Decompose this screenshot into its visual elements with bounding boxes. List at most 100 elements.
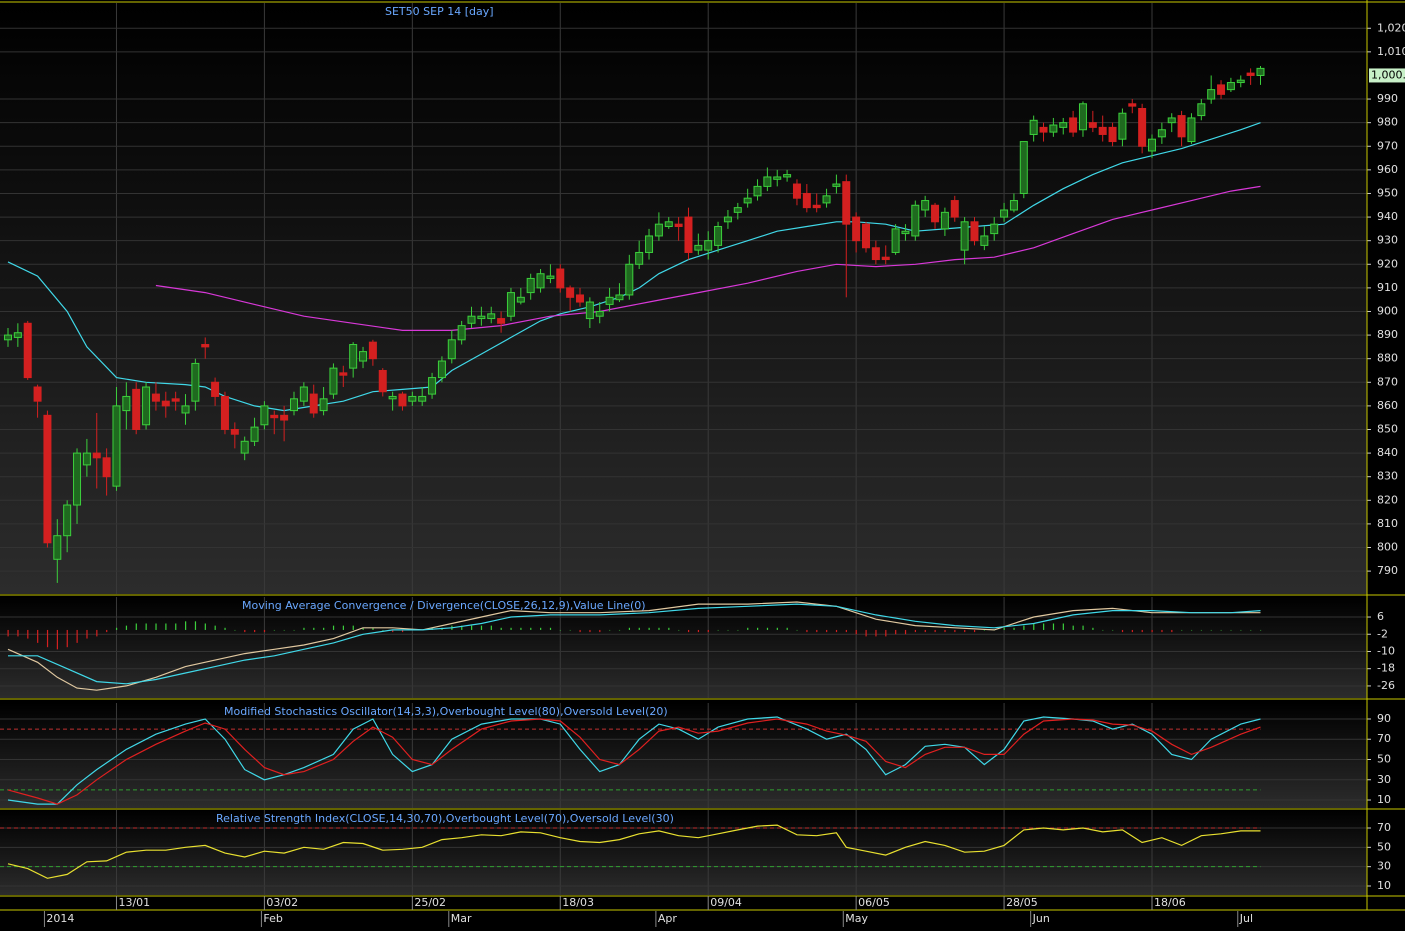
candle-body xyxy=(506,292,515,317)
indicator-line xyxy=(7,601,1261,691)
indicator-line xyxy=(155,185,1261,331)
macd-bar xyxy=(1121,629,1124,633)
candle-body xyxy=(980,235,989,246)
candle-body xyxy=(487,313,496,320)
macd-bar xyxy=(826,629,828,633)
candle-body xyxy=(299,386,308,402)
macd-bar xyxy=(855,629,857,635)
candle-body xyxy=(792,183,801,199)
candle-body xyxy=(1088,122,1097,128)
y-tick-label: 830 xyxy=(1377,470,1398,483)
candle-body xyxy=(635,251,644,265)
candle-body xyxy=(1236,79,1245,84)
macd-bar xyxy=(194,621,197,630)
candle-body xyxy=(901,230,910,235)
macd-bar xyxy=(204,623,206,630)
candle-body xyxy=(862,223,871,249)
macd-bar xyxy=(382,629,384,631)
indicator-line xyxy=(7,824,1261,879)
candle-body xyxy=(585,301,594,320)
macd-bar xyxy=(658,627,660,630)
candle-body xyxy=(684,216,693,253)
candle-body xyxy=(595,310,604,317)
macd-bar xyxy=(1181,629,1183,631)
panel-title: Modified Stochastics Oscillator(14,3,3),… xyxy=(224,705,668,718)
candle-body xyxy=(1000,209,1009,218)
candle-body xyxy=(388,395,397,400)
y-tick-label: 10 xyxy=(1377,879,1391,892)
macd-bar xyxy=(1043,623,1045,630)
macd-bar xyxy=(273,629,275,631)
macd-bar xyxy=(27,629,29,639)
candle-body xyxy=(546,275,555,279)
candle-body xyxy=(516,296,525,303)
month-label: Jun xyxy=(1032,912,1050,925)
macd-bar xyxy=(687,629,690,633)
candle-body xyxy=(694,244,703,251)
panel-title: Moving Average Convergence / Divergence(… xyxy=(242,599,646,612)
candle-body xyxy=(664,221,673,228)
candle-body xyxy=(714,226,723,246)
candle-body xyxy=(743,197,752,204)
macd-bar xyxy=(1072,625,1074,630)
month-label: Mar xyxy=(451,912,472,925)
macd-bar xyxy=(875,629,877,637)
candle-body xyxy=(852,216,861,242)
macd-bar xyxy=(1092,627,1094,630)
candle-body xyxy=(645,235,654,253)
candle-body xyxy=(1197,103,1206,117)
macd-bar xyxy=(1062,623,1064,630)
candle-body xyxy=(615,294,624,301)
macd-bar xyxy=(934,629,936,633)
x-tick-label: 18/03 xyxy=(562,896,594,909)
macd-bar xyxy=(737,629,739,631)
candle-body xyxy=(704,240,713,251)
candle-body xyxy=(1108,126,1117,143)
macd-bar xyxy=(1003,627,1005,630)
macd-bar xyxy=(973,629,976,633)
macd-bar xyxy=(1112,629,1114,631)
y-tick-label: 960 xyxy=(1377,163,1398,176)
macd-bar xyxy=(362,627,364,630)
candle-body xyxy=(575,294,584,303)
y-tick-label: 940 xyxy=(1377,210,1398,223)
y-tick-label: 980 xyxy=(1377,116,1398,129)
macd-bar xyxy=(569,629,571,631)
x-tick-label: 09/04 xyxy=(710,896,742,909)
y-tick-label: 880 xyxy=(1377,352,1398,365)
candle-body xyxy=(1187,117,1196,143)
candle-body xyxy=(1039,126,1048,133)
candle-body xyxy=(950,200,959,218)
macd-bar xyxy=(816,629,818,633)
candle-body xyxy=(437,360,446,379)
y-tick-label: 6 xyxy=(1377,610,1384,623)
macd-bar xyxy=(66,629,68,648)
candle-body xyxy=(921,200,930,211)
candle-body xyxy=(526,277,535,294)
macd-bar xyxy=(125,625,128,630)
candle-body xyxy=(309,393,318,414)
macd-bar xyxy=(904,629,907,635)
macd-bar xyxy=(145,623,147,630)
candle-body xyxy=(891,228,900,253)
macd-bar xyxy=(1102,629,1104,631)
macd-bar xyxy=(895,629,897,635)
candle-body xyxy=(802,192,811,209)
candle-body xyxy=(398,393,407,407)
macd-bar xyxy=(1220,629,1222,631)
macd-bar xyxy=(1190,629,1193,631)
macd-bar xyxy=(1259,629,1262,631)
y-tick-label: 850 xyxy=(1377,422,1398,435)
y-tick-label: 90 xyxy=(1377,712,1391,725)
macd-bar xyxy=(155,623,157,630)
y-tick-label: 1,020 xyxy=(1377,21,1405,34)
candle-body xyxy=(1118,112,1127,140)
candle-body xyxy=(566,287,575,298)
macd-bar xyxy=(500,627,502,630)
y-tick-label: 1,010 xyxy=(1377,45,1405,58)
candle-body xyxy=(871,247,880,261)
macd-bar xyxy=(175,623,177,630)
y-tick-label: 920 xyxy=(1377,257,1398,270)
y-tick-label: 800 xyxy=(1377,541,1398,554)
candle-body xyxy=(1148,138,1157,152)
